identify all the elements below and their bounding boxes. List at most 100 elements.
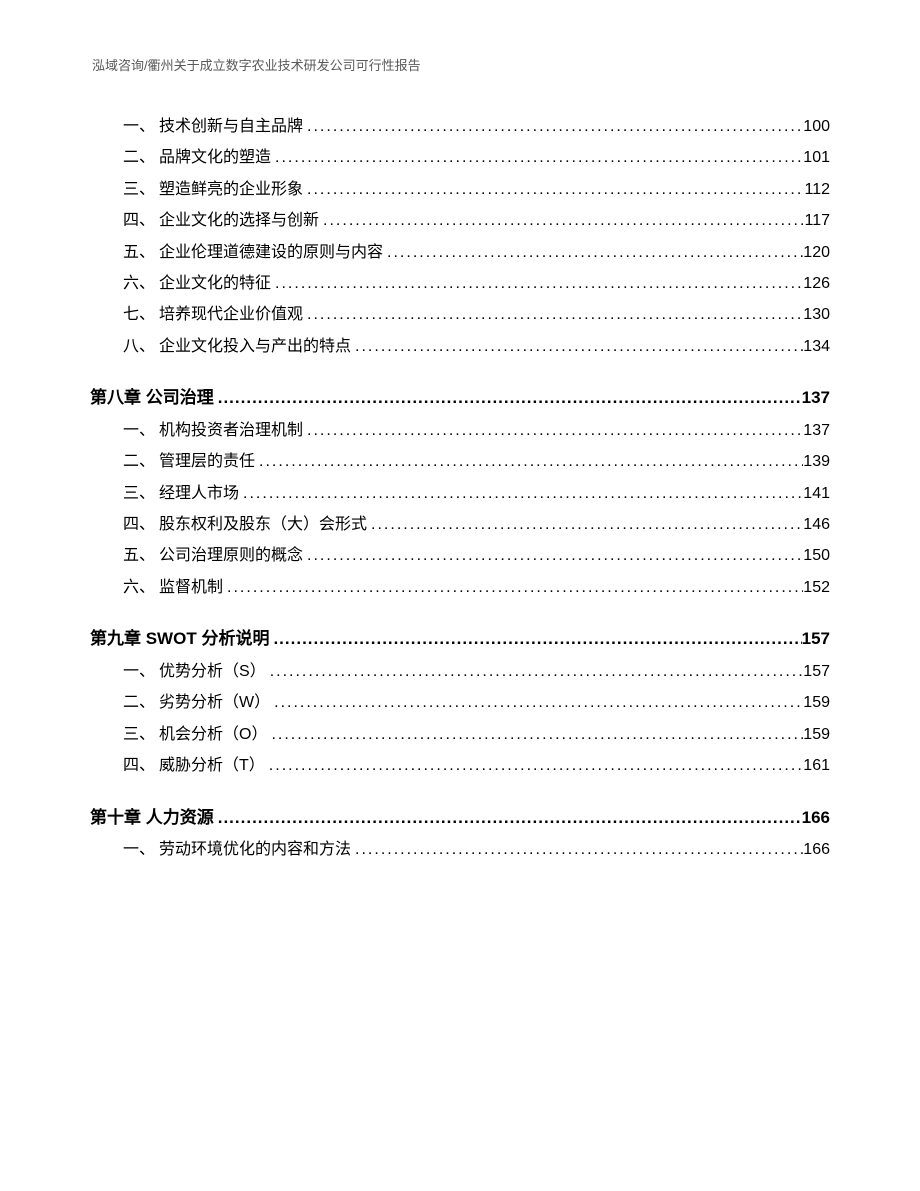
toc-item-number: 三、: [123, 724, 155, 746]
toc-leader-dots: ........................................…: [303, 545, 803, 567]
toc-item: 四、 股东权利及股东（大）会形式 .......................…: [90, 514, 830, 536]
toc-chapter-title: 第九章 SWOT 分析说明: [90, 627, 269, 651]
toc-leader-dots: ........................................…: [269, 627, 801, 651]
toc-item-title: 优势分析（S）: [159, 661, 266, 683]
toc-chapter: 第九章 SWOT 分析说明 ..........................…: [90, 627, 830, 651]
toc-item-title: 监督机制: [159, 577, 223, 599]
toc-item-number: 六、: [123, 577, 155, 599]
toc-item-page: 159: [803, 692, 830, 714]
toc-item-title: 培养现代企业价值观: [159, 304, 303, 326]
toc-item: 一、 技术创新与自主品牌 ...........................…: [90, 116, 830, 138]
toc-item-number: 四、: [123, 210, 155, 232]
toc-item: 七、 培养现代企业价值观 ...........................…: [90, 304, 830, 326]
toc-item-page: 100: [803, 116, 830, 138]
toc-item-page: 161: [803, 755, 830, 777]
toc-item-title: 机会分析（O）: [159, 724, 267, 746]
toc-chapter-page: 137: [802, 386, 830, 410]
toc-item-page: 152: [803, 577, 830, 599]
toc-item-page: 137: [803, 420, 830, 442]
toc-item-page: 141: [803, 483, 830, 505]
toc-leader-dots: ........................................…: [255, 451, 803, 473]
toc-leader-dots: ........................................…: [303, 116, 803, 138]
toc-item-number: 三、: [123, 483, 155, 505]
toc-leader-dots: ........................................…: [271, 147, 803, 169]
toc-leader-dots: ........................................…: [267, 724, 803, 746]
toc-leader-dots: ........................................…: [351, 336, 803, 358]
toc-item: 三、 机会分析（O） .............................…: [90, 724, 830, 746]
toc-item-title: 技术创新与自主品牌: [159, 116, 303, 138]
toc-item-title: 企业伦理道德建设的原则与内容: [159, 242, 383, 264]
toc-leader-dots: ........................................…: [266, 661, 804, 683]
toc-leader-dots: ........................................…: [223, 577, 803, 599]
toc-leader-dots: ........................................…: [270, 692, 803, 714]
toc-item: 五、 公司治理原则的概念 ...........................…: [90, 545, 830, 567]
toc-chapter-title: 第八章 公司治理: [90, 386, 214, 410]
toc-item: 二、 劣势分析（W） .............................…: [90, 692, 830, 714]
toc-item-number: 四、: [123, 755, 155, 777]
toc-chapter-title: 第十章 人力资源: [90, 806, 214, 830]
toc-item-number: 三、: [123, 179, 155, 201]
toc-item-title: 管理层的责任: [159, 451, 255, 473]
toc-item-page: 166: [803, 839, 830, 861]
toc-item-number: 一、: [123, 420, 155, 442]
toc-chapter-page: 166: [802, 806, 830, 830]
toc-item-title: 企业文化投入与产出的特点: [159, 336, 351, 358]
toc-leader-dots: ........................................…: [383, 242, 803, 264]
toc-item-page: 126: [803, 273, 830, 295]
toc-item-number: 五、: [123, 545, 155, 567]
toc-item-number: 六、: [123, 273, 155, 295]
toc-item-page: 112: [804, 179, 830, 201]
toc-leader-dots: ........................................…: [303, 420, 803, 442]
document-page: 泓域咨询/衢州关于成立数字农业技术研发公司可行性报告 一、 技术创新与自主品牌 …: [0, 0, 920, 931]
toc-item-title: 威胁分析（T）: [159, 755, 265, 777]
toc-chapter: 第十章 人力资源 ...............................…: [90, 806, 830, 830]
toc-leader-dots: ........................................…: [351, 839, 803, 861]
toc-chapter: 第八章 公司治理 ...............................…: [90, 386, 830, 410]
toc-item: 三、 塑造鲜亮的企业形象 ...........................…: [90, 179, 830, 201]
toc-leader-dots: ........................................…: [367, 514, 803, 536]
toc-item: 二、 管理层的责任 ..............................…: [90, 451, 830, 473]
toc-item-page: 101: [803, 147, 830, 169]
toc-item: 二、 品牌文化的塑造 .............................…: [90, 147, 830, 169]
toc-item-title: 劣势分析（W）: [159, 692, 270, 714]
toc-leader-dots: ........................................…: [303, 304, 803, 326]
toc-leader-dots: ........................................…: [271, 273, 803, 295]
toc-item: 一、 劳动环境优化的内容和方法 ........................…: [90, 839, 830, 861]
toc-item-page: 117: [804, 210, 830, 232]
toc-item-title: 公司治理原则的概念: [159, 545, 303, 567]
toc-item-page: 157: [803, 661, 830, 683]
toc-item-number: 一、: [123, 839, 155, 861]
toc-item-page: 146: [803, 514, 830, 536]
toc-item: 一、 优势分析（S） .............................…: [90, 661, 830, 683]
page-header: 泓域咨询/衢州关于成立数字农业技术研发公司可行性报告: [90, 55, 830, 74]
toc-item-number: 四、: [123, 514, 155, 536]
toc-item-number: 七、: [123, 304, 155, 326]
toc-item-number: 一、: [123, 661, 155, 683]
toc-item-title: 劳动环境优化的内容和方法: [159, 839, 351, 861]
toc-item-page: 139: [803, 451, 830, 473]
toc-item-page: 130: [803, 304, 830, 326]
toc-item-title: 企业文化的选择与创新: [159, 210, 319, 232]
toc-leader-dots: ........................................…: [303, 179, 804, 201]
toc-leader-dots: ........................................…: [319, 210, 804, 232]
toc-item: 五、 企业伦理道德建设的原则与内容 ......................…: [90, 242, 830, 264]
toc-leader-dots: ........................................…: [214, 806, 802, 830]
toc-item: 八、 企业文化投入与产出的特点 ........................…: [90, 336, 830, 358]
toc-item: 一、 机构投资者治理机制 ...........................…: [90, 420, 830, 442]
toc-leader-dots: ........................................…: [239, 483, 803, 505]
toc-item-title: 股东权利及股东（大）会形式: [159, 514, 367, 536]
toc-item-page: 134: [803, 336, 830, 358]
table-of-contents: 一、 技术创新与自主品牌 ...........................…: [90, 116, 830, 862]
toc-item-number: 八、: [123, 336, 155, 358]
toc-item-page: 159: [803, 724, 830, 746]
toc-item-page: 150: [803, 545, 830, 567]
toc-item: 六、 监督机制 ................................…: [90, 577, 830, 599]
toc-item-number: 五、: [123, 242, 155, 264]
toc-item-title: 企业文化的特征: [159, 273, 271, 295]
toc-leader-dots: ........................................…: [265, 755, 804, 777]
toc-leader-dots: ........................................…: [214, 386, 802, 410]
toc-item: 四、 威胁分析（T） .............................…: [90, 755, 830, 777]
toc-item: 三、 经理人市场 ...............................…: [90, 483, 830, 505]
toc-item: 六、 企业文化的特征 .............................…: [90, 273, 830, 295]
toc-item: 四、 企业文化的选择与创新 ..........................…: [90, 210, 830, 232]
